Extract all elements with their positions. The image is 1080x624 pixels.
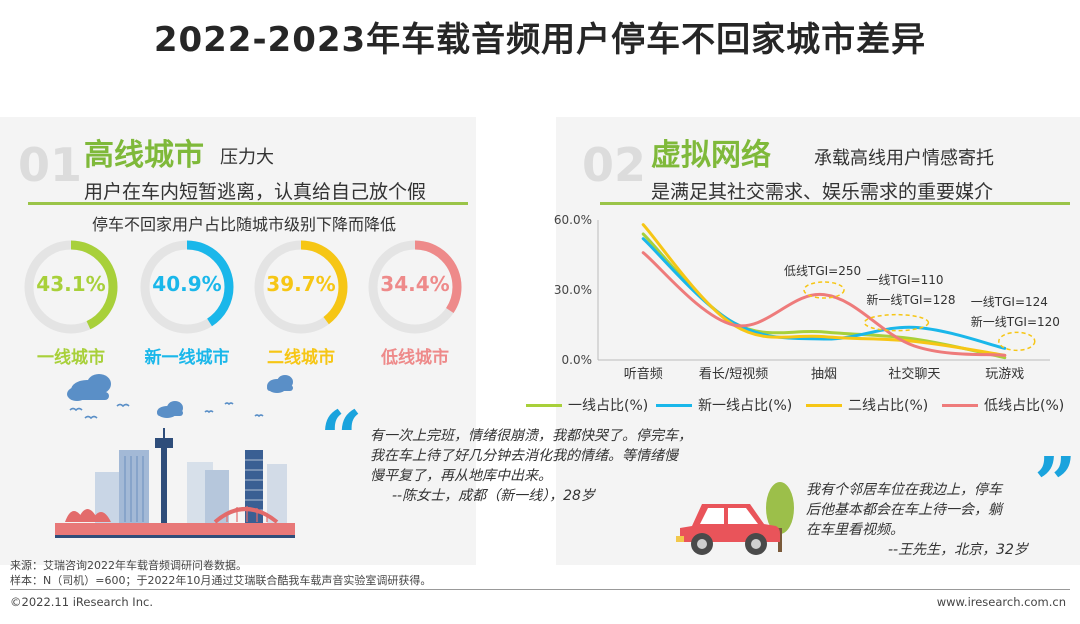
- bridge-icon: [213, 507, 279, 524]
- ring-label: 一线城市: [37, 348, 105, 368]
- tree-icon: [766, 482, 794, 534]
- left-caption: 停车不回家用户占比随城市级别下降而降低: [92, 215, 397, 234]
- ring-arc: [24, 240, 118, 334]
- footer-divider: [10, 589, 1070, 590]
- right-divider: [600, 202, 1070, 205]
- quote-line: 有一次上完班，情绪很崩溃，我都快哭了。停完车，: [370, 428, 692, 444]
- section-number-01: 01: [18, 138, 83, 192]
- ring-arc: [368, 240, 462, 334]
- y-tick-label: 30.0%: [554, 283, 592, 297]
- line-chart: 60.0% 30.0% 0.0% 听音频 看长/短视频 抽烟 社交聊天 玩游戏 低线TGI=2…: [554, 213, 1060, 382]
- right-subline: 是满足其社交需求、娱乐需求的重要媒介: [651, 181, 994, 203]
- tgi-annotation: 低线TGI=250: [784, 264, 861, 278]
- right-quote: 我有个邻居车位在我边上，停车 后他基本都会在车上待一会，躺 在车里看视频。 --…: [806, 480, 1046, 560]
- ring-arc: [254, 240, 348, 334]
- cloud-icon: [267, 375, 293, 393]
- legend-label: 二线占比(%): [848, 398, 929, 414]
- legend-swatch: [656, 403, 692, 407]
- legend-item: 新一线占比(%): [656, 395, 792, 415]
- x-tick-label: 玩游戏: [985, 367, 1024, 382]
- quote-line: 慢平复了，再从地库中出来。: [370, 468, 552, 484]
- quote-author: --陈女士，成都（新一线），28岁: [392, 488, 595, 504]
- quote-line: 后他基本都会在车上待一会，躺: [806, 502, 1002, 518]
- tower-top: [155, 438, 173, 448]
- ring-value: 40.9%: [152, 272, 222, 296]
- left-headline-suffix: 压力大: [220, 147, 274, 168]
- highlight-ellipse: [803, 281, 845, 299]
- series-line: [641, 237, 1007, 350]
- tgi-annotation: 一线TGI=124: [971, 295, 1048, 309]
- source-note: 来源：艾瑞咨询2022年车载音频调研问卷数据。: [10, 559, 247, 572]
- left-quote: 有一次上完班，情绪很崩溃，我都快哭了。停完车， 我在车上待了好几分钟去消化我的情…: [370, 426, 750, 506]
- left-divider: [28, 202, 468, 205]
- series-line: [641, 223, 1007, 357]
- ring-chart: 39.7%: [252, 238, 350, 336]
- quote-line: 我在车上待了好几分钟去消化我的情绪。等情绪慢: [370, 448, 678, 464]
- y-tick-label: 60.0%: [554, 213, 592, 227]
- page-title: 2022-2023年车载音频用户停车不回家城市差异: [153, 20, 927, 60]
- cloud-icon: [67, 374, 111, 401]
- y-tick-label: 0.0%: [562, 353, 593, 367]
- legend-label: 低线占比(%): [984, 398, 1065, 414]
- legend-item: 低线占比(%): [942, 395, 1064, 415]
- building: [119, 450, 149, 524]
- right-panel: [556, 117, 1080, 565]
- quote-open-icon: “: [320, 396, 363, 482]
- legend-label: 新一线占比(%): [698, 398, 793, 414]
- legend-item: 二线占比(%): [806, 395, 928, 415]
- legend-item: 一线占比(%): [526, 395, 648, 415]
- building-windows: [124, 456, 144, 522]
- highlight-ellipse: [998, 331, 1036, 352]
- ring-value: 39.7%: [266, 272, 336, 296]
- ring-label: 低线城市: [381, 348, 449, 368]
- legend-swatch: [806, 403, 842, 407]
- ring-label: 新一线城市: [144, 348, 230, 368]
- x-tick-label: 听音频: [624, 366, 663, 382]
- left-subline: 用户在车内短暂逃离，认真给自己放个假: [84, 181, 427, 203]
- copyright: ©2022.11 iResearch Inc.: [10, 595, 153, 609]
- website: www.iresearch.com.cn: [936, 595, 1066, 609]
- ring-value: 34.4%: [380, 272, 450, 296]
- ring-value: 43.1%: [36, 272, 106, 296]
- opera-house-icon: [65, 509, 111, 522]
- ground: [55, 523, 295, 535]
- tgi-annotation: 新一线TGI=128: [866, 292, 955, 307]
- sample-note: 样本：N（司机）=600；于2022年10月通过艾瑞联合酷我车载声音实验室调研获…: [10, 574, 432, 587]
- quote-close-icon: ”: [1034, 442, 1077, 528]
- legend-swatch: [942, 403, 978, 407]
- ring-label: 二线城市: [267, 348, 335, 368]
- left-panel: [0, 117, 476, 565]
- ring-chart: 34.4%: [366, 238, 464, 336]
- building: [245, 450, 263, 526]
- right-headline-suffix: 承载高线用户情感寄托: [814, 148, 994, 169]
- car-illustration: [676, 482, 794, 555]
- building: [267, 464, 287, 526]
- tgi-annotation: 一线TGI=110: [866, 273, 943, 287]
- ring-arc: [140, 240, 234, 334]
- tower: [161, 446, 167, 526]
- legend-label: 一线占比(%): [568, 398, 649, 414]
- series-line: [641, 251, 1007, 357]
- right-headline: 虚拟网络: [651, 138, 771, 173]
- ring-chart: 40.9%: [138, 238, 236, 336]
- quote-line: 在车里看视频。: [806, 522, 904, 538]
- quote-author: --王先生，北京，32岁: [888, 542, 1028, 558]
- building: [205, 470, 229, 526]
- quote-line: 我有个邻居车位在我边上，停车: [806, 482, 1002, 498]
- legend-swatch: [526, 403, 562, 407]
- left-headline: 高线城市: [84, 138, 204, 173]
- cloud-icon: [157, 401, 183, 418]
- x-tick-label: 社交聊天: [888, 366, 940, 382]
- ring-chart: 43.1%: [22, 238, 120, 336]
- x-tick-label: 抽烟: [811, 367, 837, 382]
- birds-icon: [69, 402, 264, 420]
- x-tick-label: 看长/短视频: [699, 366, 768, 382]
- city-skyline-illustration: [55, 374, 295, 538]
- tgi-annotation: 新一线TGI=120: [971, 314, 1060, 329]
- section-number-02: 02: [582, 138, 647, 192]
